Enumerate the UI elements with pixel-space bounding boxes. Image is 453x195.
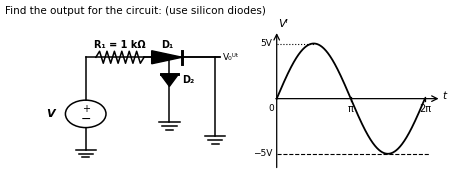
Text: t: t bbox=[443, 91, 447, 101]
Text: 2π: 2π bbox=[419, 104, 431, 114]
Text: 5V: 5V bbox=[260, 39, 272, 48]
Text: 0: 0 bbox=[269, 104, 275, 113]
Text: D₂: D₂ bbox=[182, 75, 194, 85]
Text: Find the output for the circuit: (use silicon diodes): Find the output for the circuit: (use si… bbox=[5, 6, 265, 16]
Text: D₁: D₁ bbox=[161, 40, 173, 50]
Text: V₀ᵁᵗ: V₀ᵁᵗ bbox=[223, 53, 239, 62]
Text: −5V: −5V bbox=[253, 149, 272, 158]
Text: +: + bbox=[82, 104, 90, 114]
Polygon shape bbox=[160, 74, 178, 86]
Text: V: V bbox=[47, 109, 55, 119]
Text: R₁ = 1 kΩ: R₁ = 1 kΩ bbox=[94, 40, 146, 50]
Text: π: π bbox=[348, 104, 354, 114]
Text: Vᴵ: Vᴵ bbox=[278, 19, 288, 29]
Polygon shape bbox=[152, 51, 182, 64]
Text: −: − bbox=[81, 113, 91, 126]
